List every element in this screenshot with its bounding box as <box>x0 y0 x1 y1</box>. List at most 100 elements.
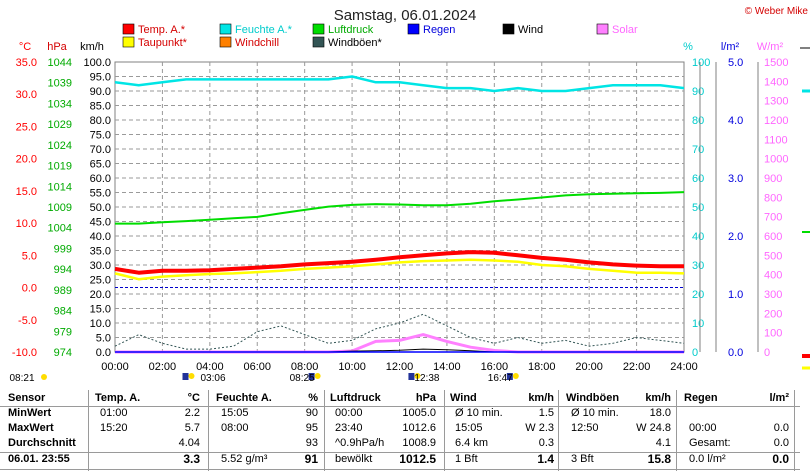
tick-label: 0 <box>692 347 698 359</box>
tick-label: 30 <box>692 260 704 272</box>
cell-value: 0.0 <box>773 422 789 434</box>
table-separator <box>676 390 677 471</box>
x-tick-label: 06:00 <box>243 361 271 373</box>
column-header: Windböen <box>566 392 620 404</box>
tick-label: 600 <box>764 231 782 243</box>
tick-label: 994 <box>54 264 72 276</box>
series-line-windben <box>114 313 685 350</box>
tick-label: 979 <box>54 326 72 338</box>
tick-label: 4.0 <box>728 115 743 127</box>
cell-value: 1012.5 <box>399 452 436 466</box>
cell-detail: 15:05 <box>221 407 249 419</box>
tick-label: 400 <box>764 270 782 282</box>
tick-label: 0.0 <box>728 347 743 359</box>
column-unit: l/m² <box>769 392 789 404</box>
tick-label: 1024 <box>48 140 72 152</box>
cell-detail: Gesamt: <box>689 437 731 449</box>
tick-label: 5.0 <box>728 57 743 69</box>
table-separator <box>0 406 800 407</box>
cell-detail: 23:40 <box>335 422 363 434</box>
cell-value: 1005.0 <box>402 407 436 419</box>
legend-swatch <box>219 36 232 48</box>
tick-label: 984 <box>54 306 72 318</box>
tick-label: 95.0 <box>90 72 111 84</box>
tick-label: 1000 <box>764 154 788 166</box>
table-separator <box>208 390 209 471</box>
cell-detail: 3 Bft <box>571 453 594 465</box>
legend-entry: Solar <box>596 23 638 36</box>
column-header: Temp. A. <box>95 392 141 404</box>
tick-label: 1100 <box>764 134 788 146</box>
x-tick-label: 16:00 <box>481 361 509 373</box>
legend-label: Feuchte A.* <box>235 24 293 36</box>
row-label: MaxWert <box>8 422 54 434</box>
tick-label: 50 <box>692 202 704 214</box>
row-label: Durchschnitt <box>8 437 76 449</box>
column-header: Wind <box>450 392 477 404</box>
sun-icon <box>188 373 195 379</box>
tick-label: 100.0 <box>83 57 111 69</box>
tick-label: 1019 <box>48 161 72 173</box>
cell-value: 93 <box>305 437 318 449</box>
tick-label: 40 <box>692 231 704 243</box>
humidity-pct-unit-label: % <box>683 41 693 53</box>
tick-label: 55.0 <box>90 188 111 200</box>
legend-swatch <box>122 36 135 48</box>
x-tick-label: 22:00 <box>623 361 651 373</box>
tick-label: 10.0 <box>90 318 111 330</box>
cell-value: 90 <box>305 407 318 419</box>
tick-label: 20.0 <box>90 289 111 301</box>
cell-detail: 15:20 <box>100 422 128 434</box>
tick-label: 35.0 <box>90 246 111 258</box>
tick-label: 2.0 <box>728 231 743 243</box>
table-separator <box>88 390 89 471</box>
tick-label: 15.0 <box>90 304 111 316</box>
tick-label: 15.0 <box>16 186 37 198</box>
x-tick-label: 02:00 <box>149 361 177 373</box>
temp-c-unit-label: °C <box>19 41 31 53</box>
statistics-table: Sensor Temp. A. °C Feuchte A.% Luftdruck hPa W… <box>0 390 810 471</box>
sun-icon <box>512 373 519 379</box>
legend-swatch <box>312 36 325 48</box>
cell-value: 1008.9 <box>402 437 436 449</box>
tick-label: 60 <box>692 173 704 185</box>
column-unit: hPa <box>415 392 436 404</box>
x-tick-label: 04:00 <box>196 361 224 373</box>
tick-label: 0 <box>764 347 770 359</box>
x-tick-label: 14:00 <box>433 361 461 373</box>
cell-value: 15.8 <box>647 452 671 466</box>
weather-chart: Samstag, 06.01.2024 © Weber Mike Temp. A.*… <box>9 6 810 384</box>
tick-label: 500 <box>764 250 782 262</box>
legend-entry: Regen <box>407 23 455 36</box>
legend-entry: Windböen* <box>312 36 383 49</box>
table-separator <box>444 390 445 471</box>
row-label: 06.01. 23:55 <box>8 453 70 465</box>
grid-lines <box>115 62 684 352</box>
tick-label: 90 <box>692 86 704 98</box>
cell-detail: 15:05 <box>455 422 483 434</box>
legend-swatch <box>219 23 232 35</box>
column-header: Luftdruck <box>330 392 381 404</box>
tick-label: 75.0 <box>90 130 111 142</box>
legend-swatch <box>122 23 135 35</box>
tick-label: 30.0 <box>90 260 111 272</box>
sun-event-time-label: 03:06 <box>200 373 225 384</box>
cell-detail: 1 Bft <box>455 453 478 465</box>
tick-label: 1044 <box>48 57 72 69</box>
tick-label: -10.0 <box>12 347 37 359</box>
tick-label: 1009 <box>48 202 72 214</box>
legend-label: Regen <box>423 24 455 36</box>
legend-entry: Wind <box>502 23 543 36</box>
tick-label: 90.0 <box>90 86 111 98</box>
column-unit: °C <box>187 392 200 404</box>
tick-label: 200 <box>764 308 782 320</box>
chart-title: Samstag, 06.01.2024 <box>334 7 477 24</box>
table-separator <box>0 452 800 453</box>
tick-label: -5.0 <box>18 315 37 327</box>
column-header: Regen <box>684 392 718 404</box>
x-tick-label: 10:00 <box>338 361 366 373</box>
tick-label: 300 <box>764 289 782 301</box>
tick-label: 65.0 <box>90 159 111 171</box>
sun-event-time-label: 16:47 <box>488 373 513 384</box>
cell-value: 0.3 <box>538 437 554 449</box>
